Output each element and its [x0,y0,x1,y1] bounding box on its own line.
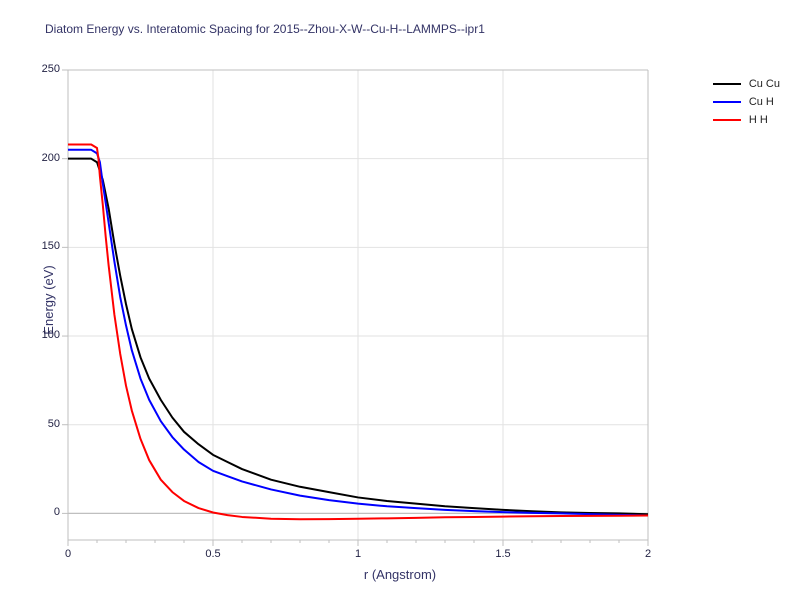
legend-swatch [713,119,741,121]
y-tick-label: 150 [42,240,60,252]
legend-label: Cu Cu [749,78,780,90]
y-tick-label: 100 [42,329,60,341]
y-tick-label: 0 [54,506,60,518]
chart-container: Diatom Energy vs. Interatomic Spacing fo… [0,0,800,600]
y-tick-label: 50 [48,418,60,430]
x-tick-label: 1 [343,548,373,560]
legend-label: H H [749,114,768,126]
legend-swatch [713,83,741,85]
legend-swatch [713,101,741,103]
y-tick-label: 250 [42,63,60,75]
chart-plot-area [0,0,800,600]
legend-item[interactable]: Cu H [713,93,780,111]
y-tick-label: 200 [42,152,60,164]
legend-item[interactable]: H H [713,111,780,129]
x-tick-label: 2 [633,548,663,560]
legend-item[interactable]: Cu Cu [713,75,780,93]
x-tick-label: 0.5 [198,548,228,560]
legend: Cu Cu Cu H H H [713,75,780,129]
legend-label: Cu H [749,96,774,108]
x-tick-label: 0 [53,548,83,560]
x-tick-label: 1.5 [488,548,518,560]
